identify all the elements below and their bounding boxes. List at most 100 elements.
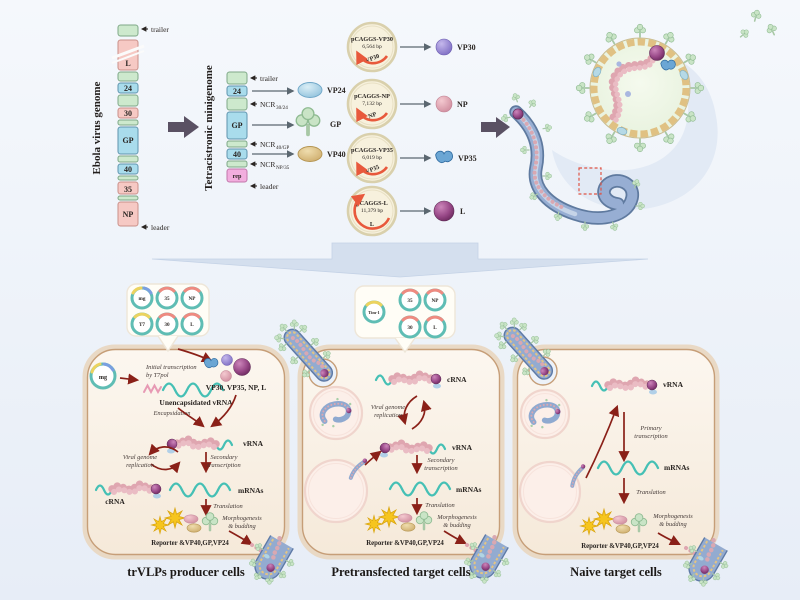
arrow-endosome-escape	[364, 450, 382, 466]
minigenome-ncr-30-24	[226, 97, 248, 111]
minigenome-segment-rep	[226, 168, 248, 183]
ncr-np-35-subscript: NP/35	[276, 165, 290, 171]
minigenome-segment-24	[226, 85, 248, 97]
reporter-label: Reporter &VP40,GP,VP24	[366, 540, 444, 547]
genome-label-35: 35	[124, 185, 132, 194]
genome-segment-35	[117, 181, 139, 195]
plasmid-pcaggs-vp35: pCAGGS-VP35 6,019 bp VP35 VP35	[346, 132, 477, 184]
mini-plasmid-np: NP	[180, 286, 204, 310]
minigenome-bar: 24 GP 40 rep	[226, 71, 248, 183]
genome-segment-gp	[117, 126, 139, 155]
genome-ncr-segment	[117, 119, 139, 126]
nucleocapsid-coil	[608, 52, 656, 121]
morphogenesis-label: Morphogenesis	[436, 514, 477, 521]
mini-plasmid-35: 35	[155, 286, 179, 310]
genome-break-slash	[111, 44, 145, 60]
replication-label-2: replication	[374, 412, 402, 419]
vp40-protein	[297, 146, 323, 162]
reporter-label: Reporter &VP40,GP,VP24	[581, 543, 659, 550]
block-arrow-to-virion	[481, 117, 510, 138]
plasmid-size: 6,019 bp	[362, 155, 382, 161]
genome-segment-24	[117, 82, 139, 94]
l-in-virion	[649, 45, 665, 61]
unencapsidated-vrna-label: Unencapsidated vRNA	[159, 398, 233, 407]
panel-title-producer: trVLPs producer cells	[127, 565, 245, 579]
genome-label-40: 40	[124, 165, 132, 174]
mini-plasmid-label: mg	[139, 296, 146, 302]
trvlp-virion-illustration	[500, 8, 780, 232]
initial-transcription-label: Initial transcription	[145, 364, 197, 371]
ncr-np-35-label: NCR	[260, 160, 275, 169]
translation-label: Translation	[213, 503, 242, 510]
ncr-40-gp-label: NCR	[260, 140, 275, 149]
ncr-30-24-label: NCR	[260, 100, 275, 109]
vp30-label: VP30	[457, 43, 476, 52]
vp24-on-ring	[679, 70, 689, 80]
genome-ncr-segment	[117, 195, 139, 201]
genome-ncr-segment	[117, 71, 139, 82]
arrow-vrna-to-crna	[411, 399, 432, 430]
morphogenesis-label-2: & budding	[659, 521, 687, 528]
mini-plasmid-tim1: Tim-1	[362, 300, 386, 324]
mg-label: mg	[99, 374, 108, 381]
gp-label: GP	[330, 120, 341, 129]
mini-plasmid-30: 30	[398, 315, 422, 339]
translation-label: Translation	[425, 502, 454, 509]
genome-label-l: L	[125, 59, 130, 68]
ncr-30-24-subscript: 30/24	[276, 105, 288, 111]
mini-plasmid-label: NP	[189, 296, 197, 302]
plasmid-size: 6,564 bp	[362, 44, 382, 50]
genome-label-24: 24	[124, 84, 132, 93]
genome-trailer-segment	[117, 24, 139, 37]
vrna-label: vRNA	[663, 380, 684, 389]
panel-title-naive: Naive target cells	[570, 565, 662, 579]
genome-trailer-label: trailer	[151, 25, 169, 34]
genome-label-30: 30	[124, 109, 132, 118]
ncr-40-gp-subscript: 40/GP	[276, 145, 289, 151]
minigenome-segment-gp	[226, 111, 248, 140]
minigenome-label-gp: GP	[231, 121, 242, 130]
plasmid-pcaggs-vp30: pCAGGS-VP30 6,564 bp VP30 VP30	[346, 21, 476, 73]
reporter-label: Reporter &VP40,GP,VP24	[151, 540, 229, 547]
l-protein	[433, 200, 455, 222]
minigenome-schematic: Tetracistronic minigenome 24 GP 40 rep t…	[203, 65, 346, 191]
endosome	[308, 385, 364, 441]
minigenome-segment-40	[226, 148, 248, 160]
genome-break-slash	[111, 50, 145, 64]
genome-label-gp: GP	[122, 136, 133, 145]
arrow-encapsidation	[177, 407, 205, 428]
plasmid-size: 11,379 bp	[361, 208, 383, 214]
mrnas-label: mRNAs	[664, 463, 689, 472]
vp35-in-virion	[660, 59, 676, 71]
crna-label: cRNA	[105, 497, 125, 506]
arrow-endosome-to-vrna	[585, 404, 620, 479]
mini-plasmid-label: 35	[407, 298, 413, 304]
cell-body	[82, 344, 290, 560]
genome-segment-30	[117, 107, 139, 119]
mini-plasmid-l: L	[423, 315, 447, 339]
plasmid-name: pCAGGS-NP	[354, 93, 390, 100]
plasmid-arc	[356, 107, 389, 123]
genome-ncr-segment	[117, 94, 139, 107]
block-arrow-genome-to-minigenome	[168, 116, 199, 138]
replication-label: Viral genome	[371, 404, 405, 411]
zoom-source-box	[578, 167, 602, 195]
mini-plasmid-35: 35	[398, 288, 422, 312]
plasmid-arc	[356, 50, 389, 66]
section-divider-arrow	[151, 242, 649, 278]
mini-plasmid-30: 30	[155, 312, 179, 336]
panel-producer-cells: mg 35 NP T7 30	[82, 283, 302, 592]
vrna-label: vRNA	[452, 443, 473, 452]
vp24-protein	[297, 82, 323, 98]
virion-cross-section	[575, 23, 705, 153]
minigenome-plasmid-in-cell: mg	[89, 362, 117, 390]
translation-label: Translation	[636, 489, 665, 496]
magnifier-swoosh	[552, 60, 718, 210]
vp35-protein	[435, 150, 453, 163]
morphogenesis-label: Morphogenesis	[652, 513, 693, 520]
mrnas-label: mRNAs	[456, 485, 481, 494]
genome-segment-np	[117, 201, 139, 227]
genome-title: Ebola virus genome	[91, 81, 103, 174]
primary-transcription-label-2: transcription	[634, 433, 667, 440]
